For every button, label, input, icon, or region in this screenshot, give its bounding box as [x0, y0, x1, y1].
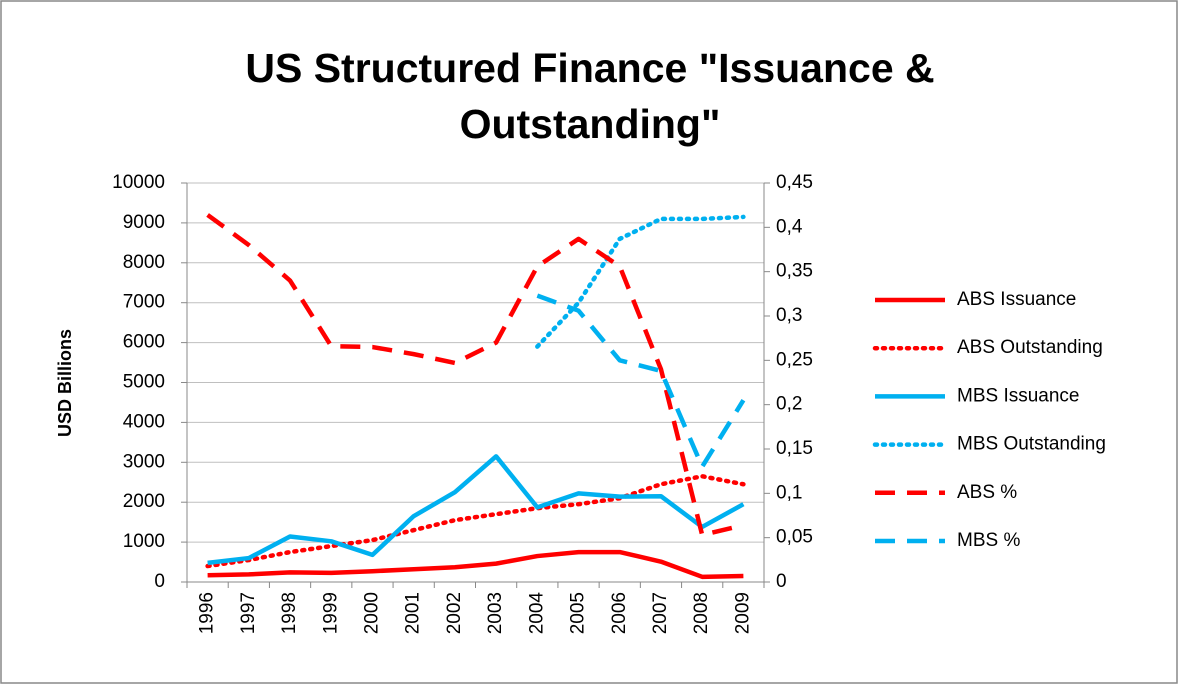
data-line: [207, 549, 744, 580]
y2-tick-label: 0,25: [776, 349, 813, 370]
x-tick-label: 1996: [197, 592, 218, 634]
x-tick-label: 2006: [609, 592, 630, 634]
x-tick-label: 2008: [691, 592, 712, 634]
y2-tick-label: 0,2: [776, 394, 802, 415]
y2-tick-label: 0,4: [776, 216, 803, 237]
y2-tick-label: 0: [776, 571, 787, 592]
y-tick-label: 4000: [123, 411, 165, 432]
x-tick-label: 2007: [650, 592, 671, 634]
x-tick-label: 2003: [485, 592, 506, 634]
y-tick-label: 1000: [123, 531, 165, 552]
data-line: [207, 454, 745, 566]
y-tick-label: 3000: [123, 451, 165, 472]
y-axis-label: USD Billions: [55, 329, 75, 437]
x-tick-label: 1999: [320, 592, 341, 634]
x-tick-label: 1998: [279, 592, 300, 634]
y-tick-label: 10000: [112, 172, 165, 193]
y-tick-label: 0: [154, 571, 165, 592]
x-tick-label: 1997: [238, 592, 259, 634]
y2-tick-label: 0,05: [776, 527, 813, 548]
legend-label: ABS Outstanding: [957, 337, 1103, 358]
x-tick-label: 2002: [444, 592, 465, 634]
legend-label: MBS %: [957, 530, 1020, 551]
y-tick-label: 6000: [123, 332, 165, 353]
y2-tick-label: 0,35: [776, 261, 813, 282]
y-tick-label: 8000: [123, 252, 165, 273]
legend-label: ABS %: [957, 482, 1017, 503]
legend-label: MBS Outstanding: [957, 434, 1106, 455]
x-tick-label: 2005: [568, 592, 589, 634]
x-tick-label: 2001: [403, 592, 424, 634]
chart-title: US Structured Finance "Issuance & Outsta…: [245, 45, 935, 147]
x-tick-label: 2000: [361, 592, 382, 634]
y2-tick-label: 0,15: [776, 438, 813, 459]
legend-label: ABS Issuance: [957, 289, 1076, 310]
y2-tick-label: 0,45: [776, 172, 813, 193]
y-tick-label: 2000: [123, 491, 165, 512]
y2-tick-label: 0,3: [776, 305, 802, 326]
data-line: [206, 213, 744, 538]
data-line: [536, 293, 746, 469]
data-line: [205, 474, 746, 569]
y-tick-label: 7000: [123, 292, 165, 313]
legend-label: MBS Issuance: [957, 385, 1080, 406]
x-tick-label: 2009: [732, 592, 753, 634]
y-tick-label: 5000: [123, 372, 165, 393]
y2-tick-label: 0,1: [776, 482, 802, 503]
x-tick-label: 2004: [526, 592, 547, 635]
y-tick-label: 9000: [123, 212, 165, 233]
